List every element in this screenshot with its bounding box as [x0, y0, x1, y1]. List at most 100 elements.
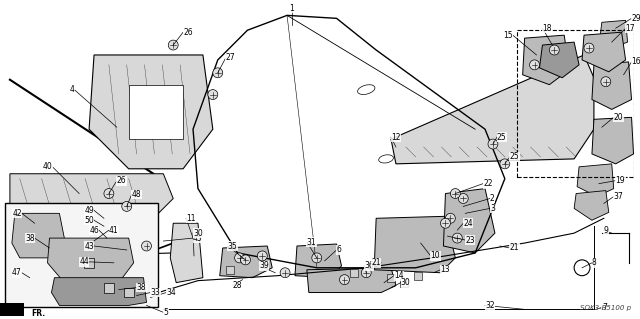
Circle shape [257, 251, 268, 261]
Circle shape [549, 45, 559, 55]
Text: 11: 11 [186, 214, 196, 223]
Circle shape [141, 241, 152, 251]
Text: 45: 45 [193, 234, 203, 242]
Bar [516, 30, 634, 177]
Text: 12: 12 [391, 133, 401, 142]
Text: 43: 43 [84, 241, 94, 250]
Bar [84, 258, 94, 268]
Polygon shape [540, 42, 579, 78]
Text: 20: 20 [614, 113, 623, 122]
Text: 27: 27 [226, 54, 236, 63]
Polygon shape [582, 32, 625, 72]
Text: 48: 48 [132, 190, 141, 199]
Text: 24: 24 [463, 219, 473, 228]
Bar [351, 269, 358, 277]
Text: 2: 2 [490, 194, 495, 203]
Polygon shape [170, 223, 203, 283]
Polygon shape [523, 35, 569, 85]
Text: 35: 35 [228, 241, 237, 250]
Text: 29: 29 [632, 14, 640, 23]
Bar [414, 272, 422, 280]
Bar [400, 279, 408, 286]
Text: 18: 18 [543, 24, 552, 33]
Text: 30: 30 [401, 278, 411, 287]
Polygon shape [374, 216, 455, 273]
Polygon shape [574, 190, 609, 220]
Polygon shape [295, 244, 342, 278]
Circle shape [500, 159, 510, 169]
Text: 42: 42 [12, 209, 22, 218]
Text: 26: 26 [117, 176, 127, 185]
Polygon shape [47, 238, 134, 283]
Bar [226, 266, 234, 274]
Text: 38: 38 [25, 234, 35, 242]
Polygon shape [51, 278, 147, 305]
Circle shape [451, 189, 460, 198]
Text: 17: 17 [625, 24, 636, 33]
Text: 15: 15 [503, 31, 513, 40]
Bar [5, 204, 158, 308]
Circle shape [362, 268, 371, 278]
Text: 50: 50 [84, 216, 94, 225]
Text: 6: 6 [337, 245, 341, 255]
Text: 38: 38 [136, 283, 146, 292]
Circle shape [584, 43, 594, 53]
Text: 3: 3 [490, 204, 495, 213]
Text: 5: 5 [163, 308, 168, 317]
Text: 36: 36 [364, 261, 374, 270]
Text: FR.: FR. [31, 309, 46, 318]
Text: 22: 22 [483, 179, 493, 188]
Text: 25: 25 [510, 152, 520, 161]
Circle shape [208, 90, 218, 100]
Polygon shape [577, 164, 614, 197]
Circle shape [445, 213, 455, 223]
Text: 9: 9 [604, 226, 609, 235]
Bar [129, 85, 183, 139]
Text: 21: 21 [372, 258, 381, 267]
Polygon shape [600, 20, 628, 48]
Text: 37: 37 [614, 192, 623, 201]
Text: 8: 8 [592, 258, 596, 267]
Circle shape [440, 218, 451, 228]
Circle shape [488, 139, 498, 149]
Text: 32: 32 [485, 301, 495, 310]
Polygon shape [12, 213, 65, 258]
Circle shape [122, 202, 132, 211]
Polygon shape [307, 268, 396, 293]
Text: 41: 41 [109, 226, 118, 235]
Circle shape [235, 253, 244, 263]
Text: 21: 21 [510, 243, 519, 252]
Circle shape [458, 194, 468, 204]
Text: 10: 10 [431, 251, 440, 260]
Text: 31: 31 [307, 238, 317, 247]
Text: 47: 47 [12, 268, 22, 277]
Text: 30: 30 [193, 229, 203, 238]
Polygon shape [592, 62, 632, 109]
Text: 34: 34 [166, 288, 176, 297]
Polygon shape [10, 174, 173, 223]
Circle shape [168, 40, 178, 50]
Text: 1: 1 [290, 4, 294, 13]
Text: 19: 19 [616, 176, 625, 185]
Polygon shape [391, 55, 594, 164]
Circle shape [340, 275, 349, 285]
Text: 16: 16 [632, 57, 640, 66]
Bar [124, 288, 134, 298]
Circle shape [104, 189, 114, 198]
Text: 44: 44 [79, 257, 89, 266]
Text: SOK3-B5100 p: SOK3-B5100 p [580, 305, 632, 311]
Circle shape [601, 77, 611, 87]
Polygon shape [0, 303, 24, 319]
Text: 39: 39 [259, 261, 269, 270]
Text: 13: 13 [440, 265, 450, 274]
Polygon shape [220, 246, 272, 278]
Circle shape [529, 60, 540, 70]
Text: 14: 14 [394, 271, 404, 280]
Text: 46: 46 [89, 226, 99, 235]
Text: 49: 49 [84, 206, 94, 215]
Text: 25: 25 [497, 133, 506, 142]
Circle shape [241, 255, 250, 265]
Text: 28: 28 [232, 281, 242, 290]
Polygon shape [89, 55, 213, 169]
Bar [387, 274, 395, 282]
